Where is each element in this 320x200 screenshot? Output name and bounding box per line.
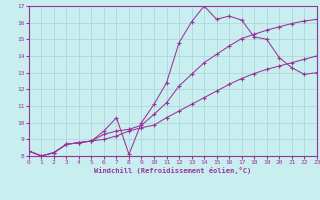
X-axis label: Windchill (Refroidissement éolien,°C): Windchill (Refroidissement éolien,°C) bbox=[94, 167, 252, 174]
